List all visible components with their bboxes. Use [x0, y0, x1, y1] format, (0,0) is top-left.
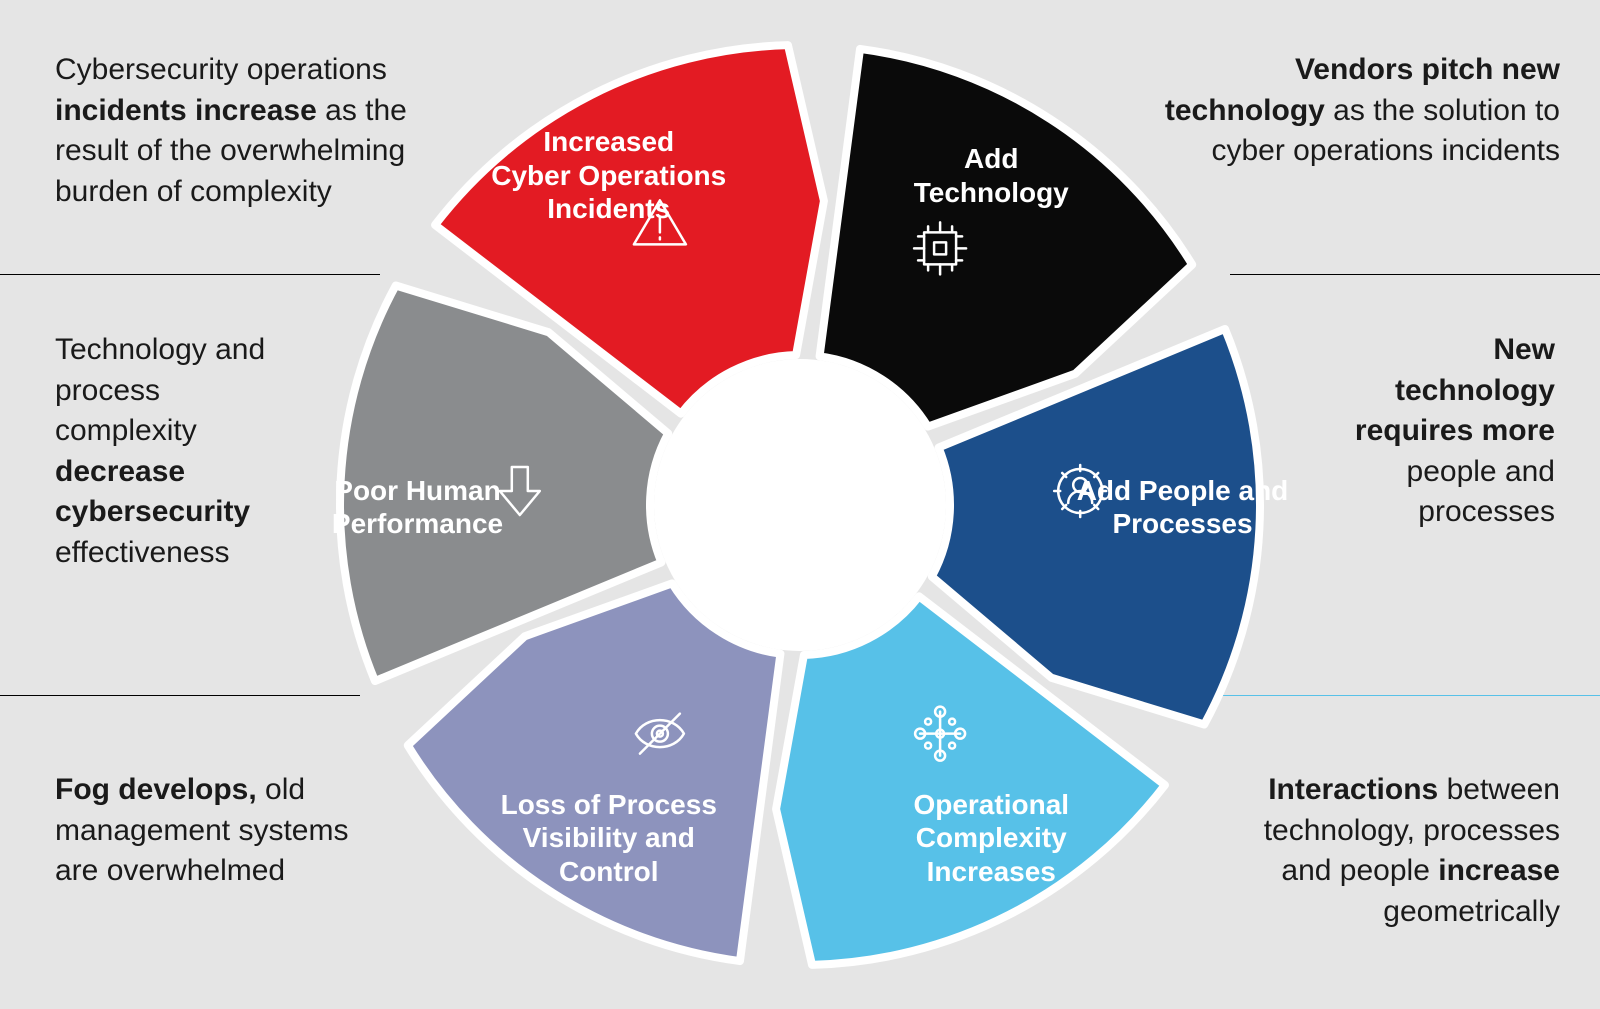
divider	[0, 695, 360, 696]
caption-mid-right: New technology requires more people and …	[1330, 330, 1555, 533]
divider	[1230, 274, 1600, 275]
cycle-diagram: IncreasedCyber OperationsIncidents AddTe…	[320, 25, 1280, 985]
center-circle	[654, 359, 946, 651]
caption-bottom-left: Fog develops, old management systems are…	[55, 770, 355, 892]
caption-mid-left: Technology and process complexity decrea…	[55, 330, 305, 573]
